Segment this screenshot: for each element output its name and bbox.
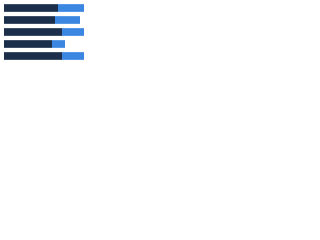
bar-segment bbox=[52, 40, 65, 48]
bar-segment bbox=[55, 16, 80, 24]
page: {"chart_data": {"type": "stacked-barh", … bbox=[0, 0, 100, 71]
bar-segment bbox=[4, 52, 62, 60]
bar-segment bbox=[4, 4, 58, 12]
bar-segment bbox=[4, 28, 62, 36]
chart bbox=[4, 4, 84, 60]
bar-segment bbox=[62, 52, 84, 60]
bar-segment bbox=[62, 28, 84, 36]
bar-segment bbox=[4, 40, 52, 48]
bar-segment bbox=[4, 16, 55, 24]
bar-segment bbox=[58, 4, 84, 12]
